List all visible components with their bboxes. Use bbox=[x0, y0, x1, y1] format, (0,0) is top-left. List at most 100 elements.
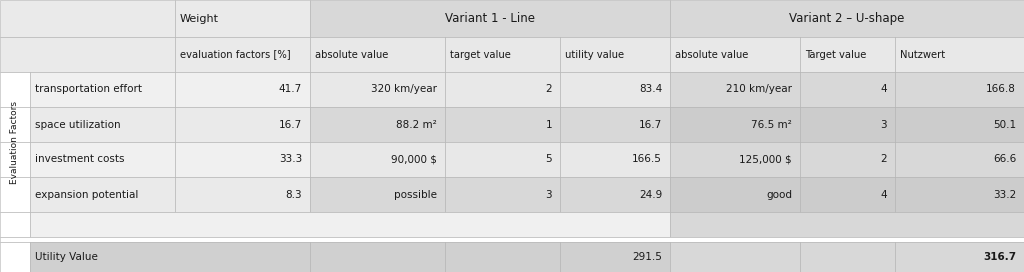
Text: Weight: Weight bbox=[180, 14, 219, 23]
Text: 83.4: 83.4 bbox=[639, 85, 662, 94]
Text: 4: 4 bbox=[881, 190, 887, 199]
Text: space utilization: space utilization bbox=[35, 119, 121, 129]
Bar bbox=[895, 142, 1024, 177]
Bar bbox=[0, 142, 30, 177]
Bar bbox=[560, 242, 670, 272]
Bar bbox=[670, 72, 800, 107]
Text: 33.3: 33.3 bbox=[279, 154, 302, 165]
Text: Nutzwert: Nutzwert bbox=[900, 50, 945, 60]
Text: good: good bbox=[766, 190, 792, 199]
Bar bbox=[800, 242, 895, 272]
Text: 66.6: 66.6 bbox=[992, 154, 1016, 165]
Text: investment costs: investment costs bbox=[35, 154, 125, 165]
Bar bbox=[175, 107, 310, 142]
Text: 2: 2 bbox=[881, 154, 887, 165]
Text: absolute value: absolute value bbox=[315, 50, 388, 60]
Bar bbox=[0, 177, 30, 212]
Bar bbox=[560, 142, 670, 177]
Text: transportation effort: transportation effort bbox=[35, 85, 142, 94]
Text: 16.7: 16.7 bbox=[279, 119, 302, 129]
Text: possible: possible bbox=[394, 190, 437, 199]
Bar bbox=[310, 142, 445, 177]
Bar bbox=[0, 107, 30, 142]
Text: 41.7: 41.7 bbox=[279, 85, 302, 94]
Text: 125,000 $: 125,000 $ bbox=[739, 154, 792, 165]
Bar bbox=[0, 237, 1024, 242]
Bar bbox=[175, 142, 310, 177]
Text: 320 km/year: 320 km/year bbox=[371, 85, 437, 94]
Bar bbox=[310, 107, 445, 142]
Text: 8.3: 8.3 bbox=[286, 190, 302, 199]
Bar bbox=[445, 37, 560, 72]
Bar bbox=[800, 142, 895, 177]
Bar bbox=[670, 107, 800, 142]
Bar bbox=[560, 107, 670, 142]
Bar bbox=[445, 107, 560, 142]
Bar bbox=[445, 72, 560, 107]
Bar bbox=[175, 72, 310, 107]
Bar bbox=[800, 72, 895, 107]
Text: 1: 1 bbox=[546, 119, 552, 129]
Bar bbox=[0, 242, 30, 272]
Bar bbox=[175, 0, 310, 37]
Bar bbox=[0, 37, 175, 72]
Text: Utility Value: Utility Value bbox=[35, 252, 98, 262]
Text: 24.9: 24.9 bbox=[639, 190, 662, 199]
Bar bbox=[895, 177, 1024, 212]
Bar bbox=[30, 107, 175, 142]
Text: 50.1: 50.1 bbox=[993, 119, 1016, 129]
Bar bbox=[670, 142, 800, 177]
Text: 76.5 m²: 76.5 m² bbox=[752, 119, 792, 129]
Bar bbox=[670, 242, 800, 272]
Bar bbox=[895, 37, 1024, 72]
Text: target value: target value bbox=[450, 50, 511, 60]
Text: evaluation factors [%]: evaluation factors [%] bbox=[180, 50, 291, 60]
Bar bbox=[445, 142, 560, 177]
Bar bbox=[30, 177, 175, 212]
Text: Target value: Target value bbox=[805, 50, 866, 60]
Bar bbox=[670, 177, 800, 212]
Text: 88.2 m²: 88.2 m² bbox=[396, 119, 437, 129]
Bar bbox=[895, 107, 1024, 142]
Text: 2: 2 bbox=[546, 85, 552, 94]
Text: 16.7: 16.7 bbox=[639, 119, 662, 129]
Bar bbox=[30, 142, 175, 177]
Bar bbox=[800, 107, 895, 142]
Text: 166.5: 166.5 bbox=[632, 154, 662, 165]
Bar bbox=[175, 37, 310, 72]
Text: 316.7: 316.7 bbox=[983, 252, 1016, 262]
Bar bbox=[800, 37, 895, 72]
Bar bbox=[0, 212, 30, 237]
Bar bbox=[895, 242, 1024, 272]
Text: Variant 1 - Line: Variant 1 - Line bbox=[445, 12, 535, 25]
Text: utility value: utility value bbox=[565, 50, 624, 60]
Text: 210 km/year: 210 km/year bbox=[726, 85, 792, 94]
Bar bbox=[0, 72, 30, 107]
Bar bbox=[560, 37, 670, 72]
Text: 4: 4 bbox=[881, 85, 887, 94]
Text: 3: 3 bbox=[881, 119, 887, 129]
Text: 291.5: 291.5 bbox=[632, 252, 662, 262]
Text: Evaluation Factors: Evaluation Factors bbox=[10, 100, 19, 184]
Bar bbox=[310, 37, 445, 72]
Text: 5: 5 bbox=[546, 154, 552, 165]
Bar bbox=[670, 0, 1024, 37]
Bar bbox=[445, 177, 560, 212]
Bar bbox=[445, 242, 560, 272]
Text: 90,000 $: 90,000 $ bbox=[391, 154, 437, 165]
Bar bbox=[800, 177, 895, 212]
Bar bbox=[0, 0, 175, 37]
Bar bbox=[670, 37, 800, 72]
Bar bbox=[30, 212, 670, 237]
Bar bbox=[895, 72, 1024, 107]
Bar bbox=[670, 212, 1024, 237]
Bar bbox=[310, 242, 445, 272]
Bar bbox=[30, 242, 310, 272]
Bar bbox=[175, 177, 310, 212]
Bar bbox=[310, 72, 445, 107]
Bar bbox=[310, 0, 670, 37]
Text: 166.8: 166.8 bbox=[986, 85, 1016, 94]
Bar bbox=[30, 72, 175, 107]
Text: 3: 3 bbox=[546, 190, 552, 199]
Text: Variant 2 – U-shape: Variant 2 – U-shape bbox=[790, 12, 904, 25]
